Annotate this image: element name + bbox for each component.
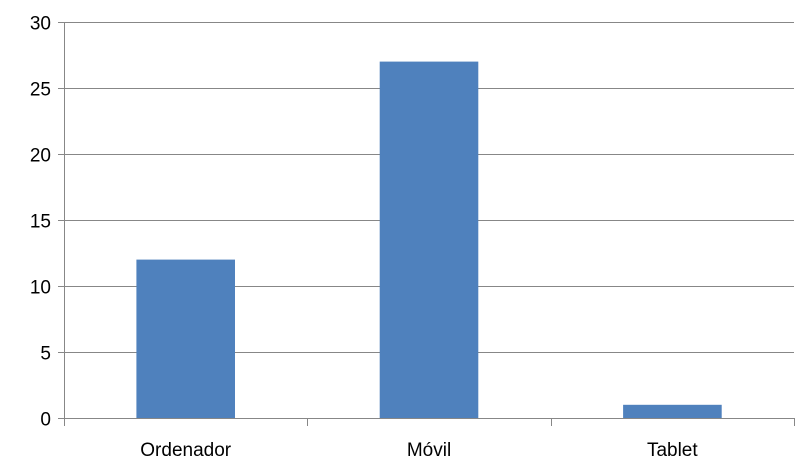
x-tick-label-tablet: Tablet: [647, 440, 698, 461]
x-tick-label-móvil: Móvil: [407, 440, 451, 461]
y-tick-label: 0: [40, 410, 51, 431]
y-tick-label: 20: [30, 146, 51, 167]
y-tick-label: 15: [30, 212, 51, 233]
y-tick-label: 10: [30, 278, 51, 299]
y-tick-label: 25: [30, 80, 51, 101]
x-tick-labels: Ordenador Móvil Tablet: [140, 440, 698, 461]
bars: [136, 61, 722, 418]
axes: [58, 22, 795, 426]
x-tick-label-ordenador: Ordenador: [140, 440, 232, 461]
y-tick-labels: 0 5 10 15 20 25 30: [30, 14, 51, 431]
y-tick-label: 30: [30, 14, 51, 35]
bar-tablet: [623, 404, 722, 418]
bar-ordenador: [136, 259, 235, 418]
bar-móvil: [379, 61, 479, 418]
y-tick-label: 5: [40, 344, 51, 365]
